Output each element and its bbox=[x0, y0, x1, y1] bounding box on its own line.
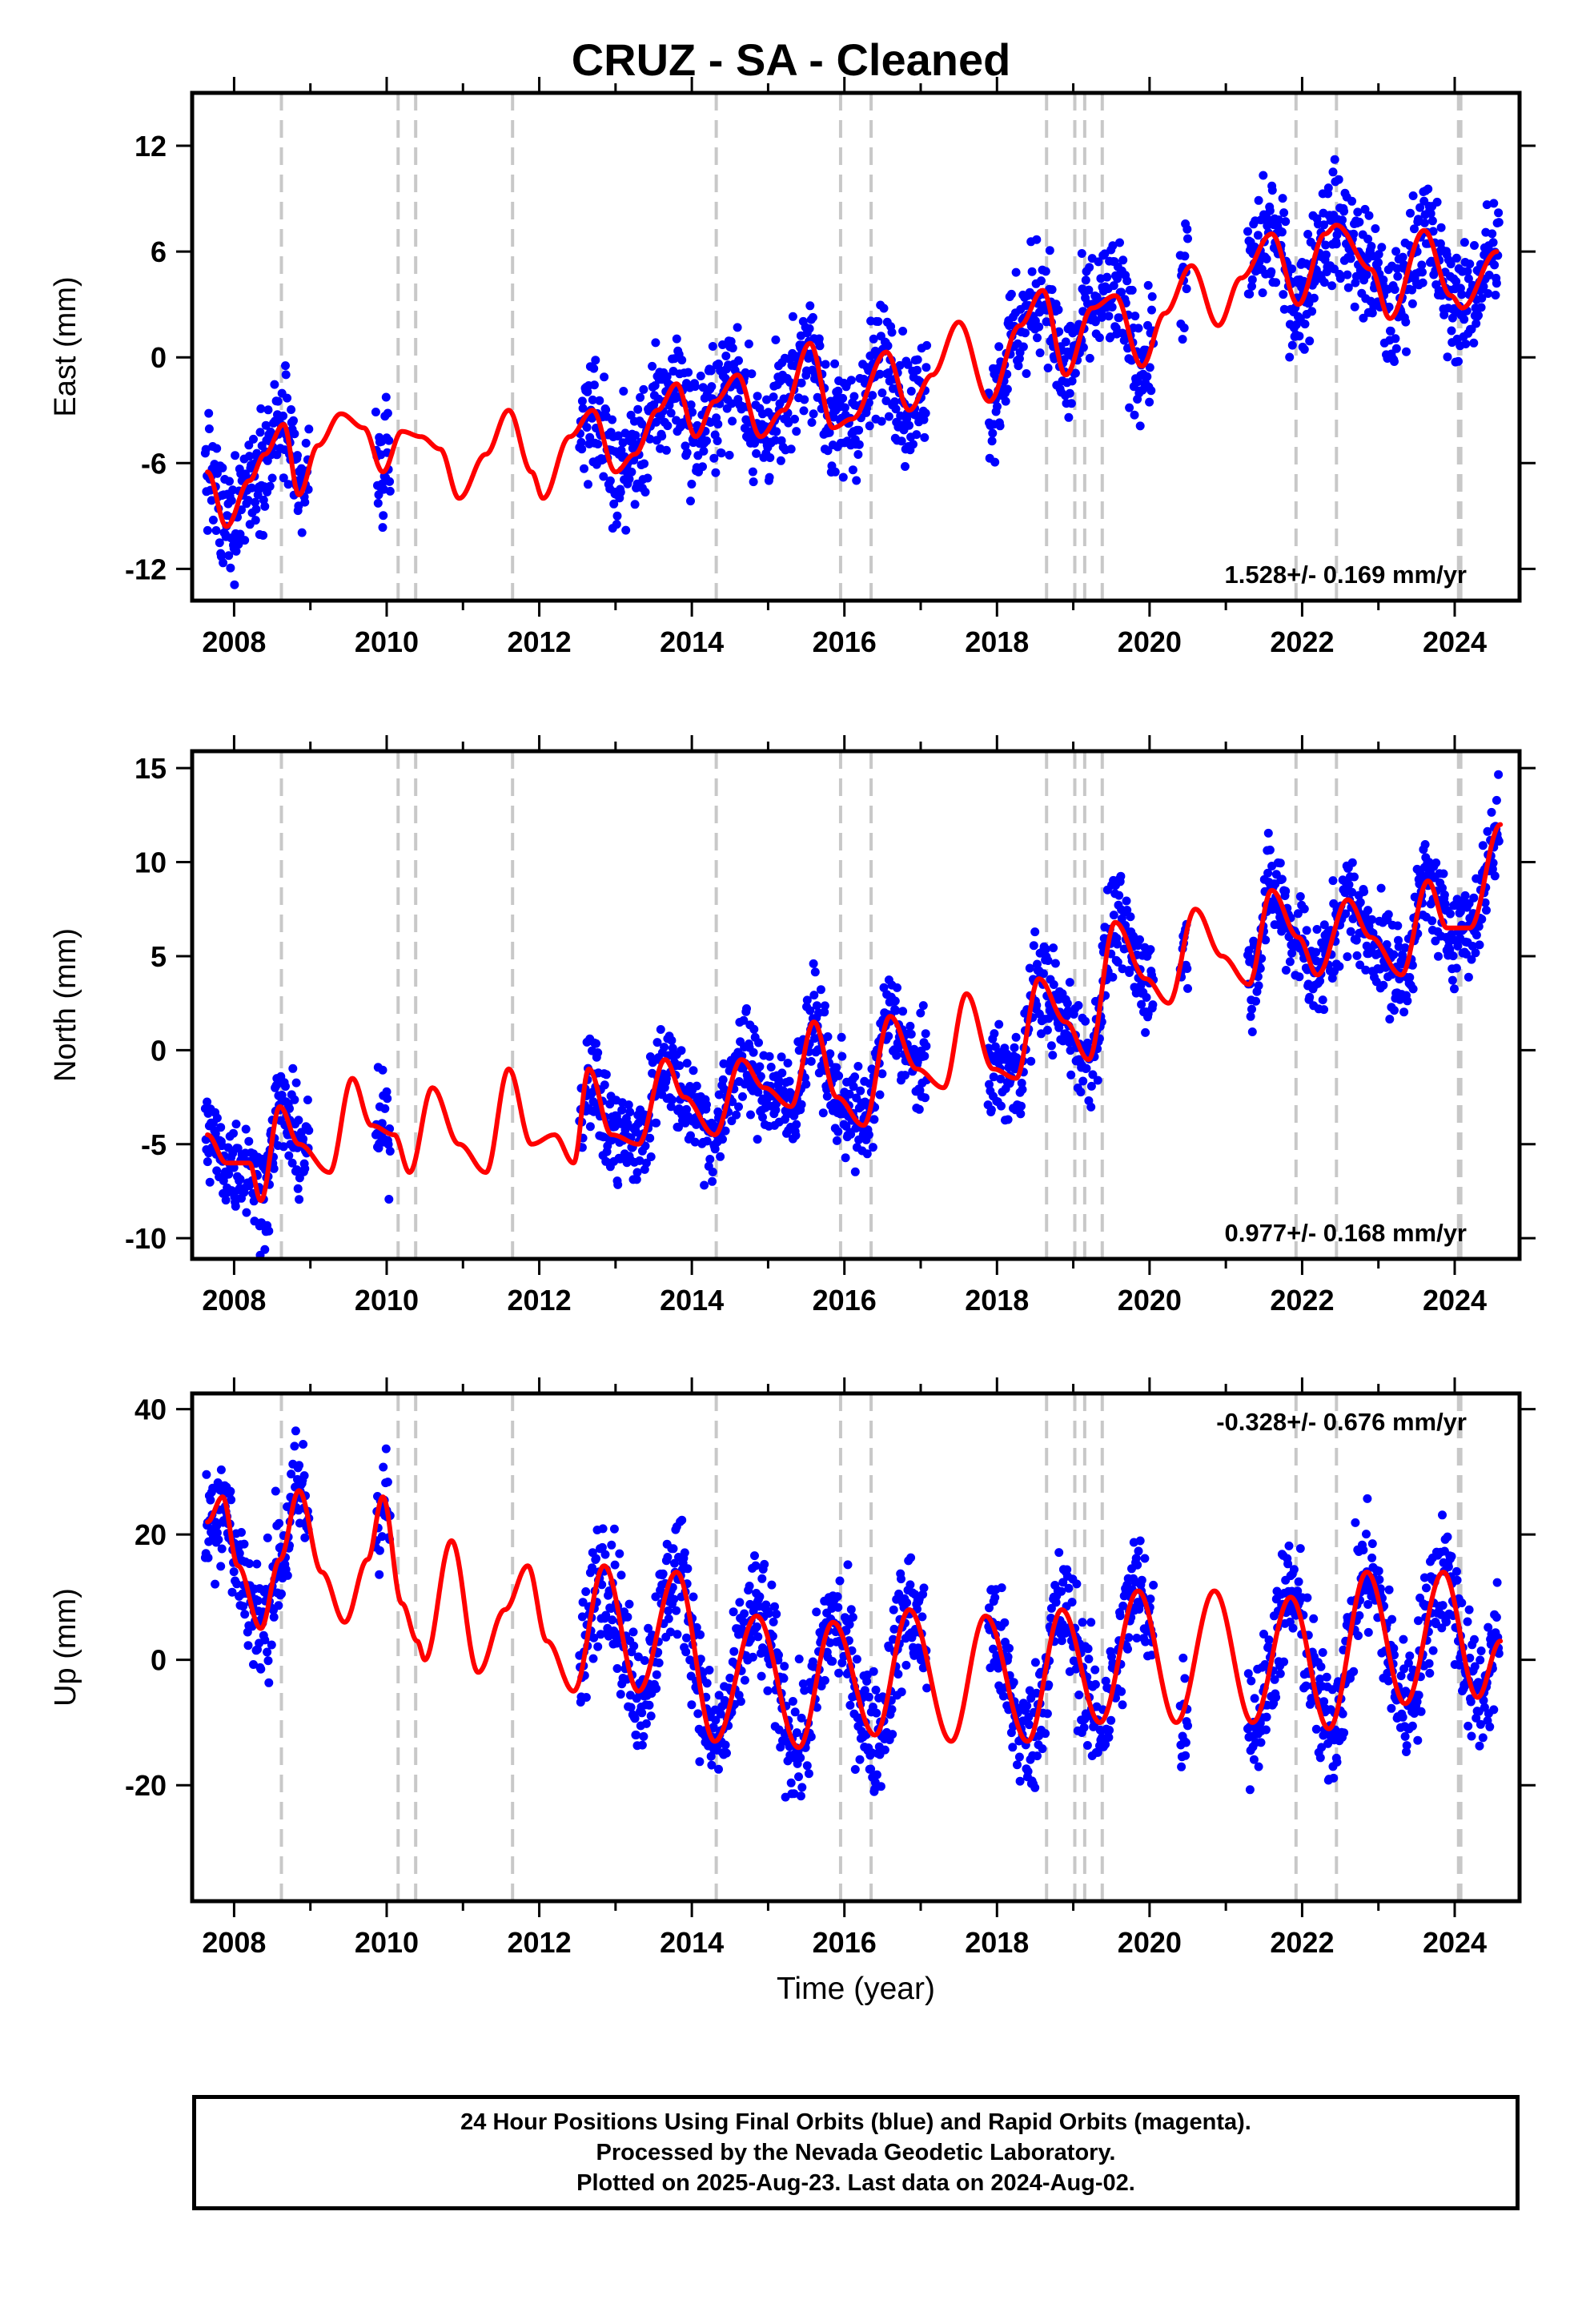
x-axis-label: Time (year) bbox=[777, 1972, 935, 2006]
y-tick-label: -20 bbox=[125, 1769, 167, 1802]
y-tick-label: -12 bbox=[125, 553, 167, 585]
y-tick-label: 15 bbox=[135, 752, 167, 785]
x-tick-label: 2016 bbox=[813, 1284, 877, 1317]
x-tick-label: 2016 bbox=[813, 1926, 877, 1959]
x-tick-label: 2020 bbox=[1118, 1926, 1182, 1959]
y-tick-label: -5 bbox=[141, 1128, 167, 1161]
y-tick-label: 0 bbox=[151, 1644, 167, 1677]
x-tick-label: 2008 bbox=[202, 625, 266, 658]
x-tick-label: 2024 bbox=[1423, 1284, 1487, 1317]
x-tick-label: 2014 bbox=[660, 625, 724, 658]
x-tick-label: 2024 bbox=[1423, 1926, 1487, 1959]
x-tick-label: 2022 bbox=[1270, 625, 1334, 658]
x-tick-label: 2014 bbox=[660, 1926, 724, 1959]
up-data-points bbox=[200, 1426, 1504, 1802]
x-tick-label: 2014 bbox=[660, 1284, 724, 1317]
y-tick-label: -10 bbox=[125, 1222, 167, 1255]
y-tick-label: 12 bbox=[135, 130, 167, 163]
east-model-curve bbox=[205, 223, 1500, 529]
x-tick-label: 2010 bbox=[355, 1284, 419, 1317]
north-data-points bbox=[200, 770, 1504, 1259]
x-tick-label: 2022 bbox=[1270, 1926, 1334, 1959]
x-tick-label: 2010 bbox=[355, 1926, 419, 1959]
x-tick-label: 2008 bbox=[202, 1284, 266, 1317]
y-tick-label: 6 bbox=[151, 235, 167, 268]
north-plot-area bbox=[200, 751, 1504, 1259]
north-rate-label: 0.977+/- 0.168 mm/yr bbox=[1225, 1219, 1467, 1247]
east-rate-label: 1.528+/- 0.169 mm/yr bbox=[1225, 561, 1467, 589]
footer-line-3: Plotted on 2025-Aug-23. Last data on 202… bbox=[576, 2170, 1135, 2196]
x-tick-label: 2020 bbox=[1118, 1284, 1182, 1317]
up-ylabel: Up (mm) bbox=[49, 1588, 82, 1707]
y-tick-label: 40 bbox=[135, 1393, 167, 1426]
east-plot-area bbox=[200, 93, 1504, 601]
x-tick-label: 2008 bbox=[202, 1926, 266, 1959]
x-tick-label: 2010 bbox=[355, 625, 419, 658]
x-tick-label: 2024 bbox=[1423, 625, 1487, 658]
east-frame bbox=[190, 90, 1522, 603]
x-tick-label: 2016 bbox=[813, 625, 877, 658]
north-ylabel: North (mm) bbox=[49, 928, 82, 1082]
footer-line-2: Processed by the Nevada Geodetic Laborat… bbox=[596, 2140, 1116, 2165]
north-model-curve bbox=[205, 822, 1504, 1204]
y-tick-label: -6 bbox=[141, 447, 167, 480]
y-tick-label: 5 bbox=[151, 940, 167, 973]
up-rate-label: -0.328+/- 0.676 mm/yr bbox=[1216, 1408, 1467, 1436]
x-tick-label: 2012 bbox=[508, 1284, 572, 1317]
x-tick-label: 2018 bbox=[965, 1284, 1029, 1317]
east-ylabel: East (mm) bbox=[49, 276, 82, 416]
y-tick-label: 20 bbox=[135, 1518, 167, 1551]
up-frame bbox=[190, 1391, 1522, 1904]
up-plot-area bbox=[200, 1393, 1504, 1901]
x-tick-label: 2012 bbox=[508, 625, 572, 658]
north-frame bbox=[190, 749, 1522, 1261]
x-tick-label: 2022 bbox=[1270, 1284, 1334, 1317]
east-data-points bbox=[200, 155, 1504, 589]
x-tick-label: 2020 bbox=[1118, 625, 1182, 658]
y-tick-label: 0 bbox=[151, 341, 167, 374]
y-tick-label: 0 bbox=[151, 1034, 167, 1067]
footer-box: 24 Hour Positions Using Final Orbits (bl… bbox=[192, 2095, 1520, 2210]
x-tick-label: 2018 bbox=[965, 1926, 1029, 1959]
y-tick-label: 10 bbox=[135, 846, 167, 879]
chart-title: CRUZ - SA - Cleaned bbox=[571, 34, 1011, 85]
x-tick-label: 2012 bbox=[508, 1926, 572, 1959]
x-tick-label: 2018 bbox=[965, 625, 1029, 658]
up-model-curve bbox=[205, 1488, 1504, 1751]
footer-line-1: 24 Hour Positions Using Final Orbits (bl… bbox=[460, 2109, 1251, 2135]
